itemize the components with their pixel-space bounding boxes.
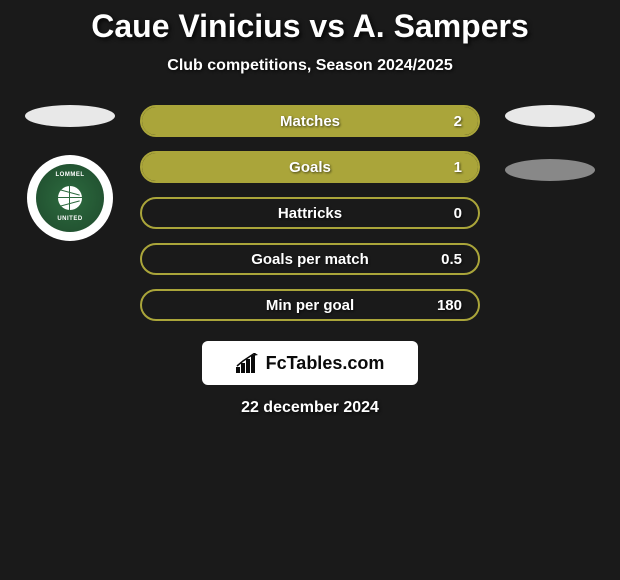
- stat-value: 1: [454, 159, 462, 176]
- stats-bars: Matches 2 Goals 1 Hattricks 0 Goals per match 0…: [140, 105, 480, 321]
- stat-bar: Min per goal 180: [140, 289, 480, 321]
- stat-label: Goals: [289, 159, 331, 176]
- team-badge-inner: LOMMEL UNITED: [36, 164, 104, 232]
- stat-label: Min per goal: [266, 297, 354, 314]
- left-player-col: LOMMEL UNITED: [20, 105, 120, 241]
- stat-label: Hattricks: [278, 205, 342, 222]
- right-player-col: [500, 105, 600, 201]
- stat-value: 0: [454, 205, 462, 222]
- stat-bar: Matches 2: [140, 105, 480, 137]
- team-badge-left: LOMMEL UNITED: [27, 155, 113, 241]
- stat-bar: Goals per match 0.5: [140, 243, 480, 275]
- page-subtitle: Club competitions, Season 2024/2025: [0, 57, 620, 75]
- player-ellipse-right-1: [505, 105, 595, 127]
- player-ellipse-right-2: [505, 159, 595, 181]
- source-logo: FcTables.com: [202, 341, 418, 385]
- stat-bar: Hattricks 0: [140, 197, 480, 229]
- badge-text-top: LOMMEL: [56, 172, 85, 178]
- source-logo-text: FcTables.com: [266, 353, 385, 374]
- stat-value: 0.5: [441, 251, 462, 268]
- badge-text-bottom: UNITED: [57, 216, 82, 222]
- comparison-card: Caue Vinicius vs A. Sampers Club competi…: [0, 0, 620, 417]
- badge-ball-icon: [58, 186, 82, 210]
- stat-bar: Goals 1: [140, 151, 480, 183]
- page-title: Caue Vinicius vs A. Sampers: [0, 8, 620, 45]
- player-ellipse-left: [25, 105, 115, 127]
- stat-label: Goals per match: [251, 251, 369, 268]
- stat-label: Matches: [280, 113, 340, 130]
- stat-value: 2: [454, 113, 462, 130]
- stat-value: 180: [437, 297, 462, 314]
- generation-date: 22 december 2024: [0, 399, 620, 417]
- stats-area: LOMMEL UNITED Matches 2 Goals 1 Hattricks 0 Go…: [0, 105, 620, 321]
- fctables-icon: [236, 353, 260, 373]
